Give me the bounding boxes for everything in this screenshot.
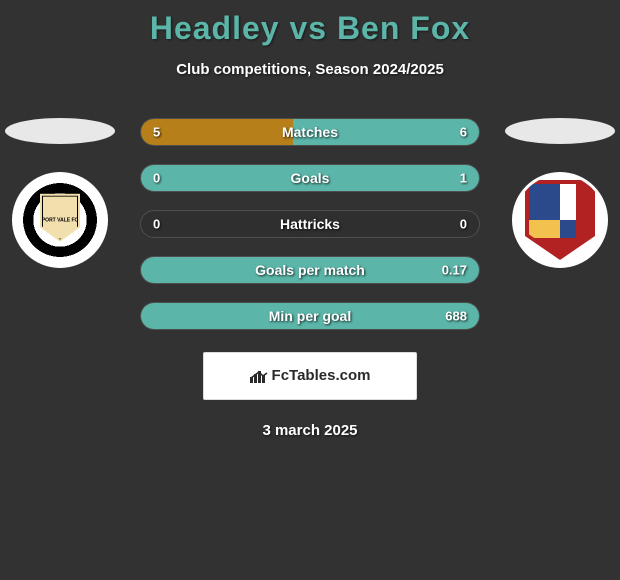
- stat-bar-left-value: 5: [153, 125, 160, 140]
- left-club-badge: PORT VALE FC: [12, 172, 108, 268]
- comparison-block: PORT VALE FC Matches 5 6 Goals 0 1 Hattricks 0 0…: [0, 118, 620, 439]
- stat-bar-right-value: 688: [445, 309, 467, 324]
- fctables-logo[interactable]: FcTables.com: [203, 352, 417, 400]
- stat-bar-right-value: 0.17: [442, 263, 467, 278]
- logo-text: FcTables.com: [272, 367, 371, 384]
- stat-bar-label: Matches: [282, 124, 338, 140]
- stat-bar-row: Matches 5 6: [140, 118, 480, 146]
- stat-bar-right-value: 6: [460, 125, 467, 140]
- stat-bar-row: Goals 0 1: [140, 164, 480, 192]
- stat-bar-left-fill: [141, 119, 293, 145]
- stat-bars: Matches 5 6 Goals 0 1 Hattricks 0 0 Goals per mat…: [140, 118, 480, 330]
- stat-bar-left-value: 0: [153, 217, 160, 232]
- right-player-avatar-placeholder: [505, 118, 615, 144]
- stat-bar-right-value: 1: [460, 171, 467, 186]
- stat-bar-label: Min per goal: [269, 308, 351, 324]
- stat-bar-label: Goals: [291, 170, 330, 186]
- stat-bar-left-value: 0: [153, 171, 160, 186]
- comparison-date: 3 march 2025: [0, 422, 620, 439]
- right-player-column: [500, 118, 620, 268]
- left-player-avatar-placeholder: [5, 118, 115, 144]
- bar-chart-icon: [250, 369, 268, 383]
- stat-bar-right-value: 0: [460, 217, 467, 232]
- stat-bar-label: Goals per match: [255, 262, 365, 278]
- stat-bar-row: Goals per match 0.17: [140, 256, 480, 284]
- left-player-column: PORT VALE FC: [0, 118, 120, 268]
- stat-bar-row: Hattricks 0 0: [140, 210, 480, 238]
- stat-bar-label: Hattricks: [280, 216, 340, 232]
- page-title: Headley vs Ben Fox: [0, 0, 620, 47]
- stat-bar-row: Min per goal 688: [140, 302, 480, 330]
- right-club-badge: [512, 172, 608, 268]
- page-subtitle: Club competitions, Season 2024/2025: [0, 61, 620, 78]
